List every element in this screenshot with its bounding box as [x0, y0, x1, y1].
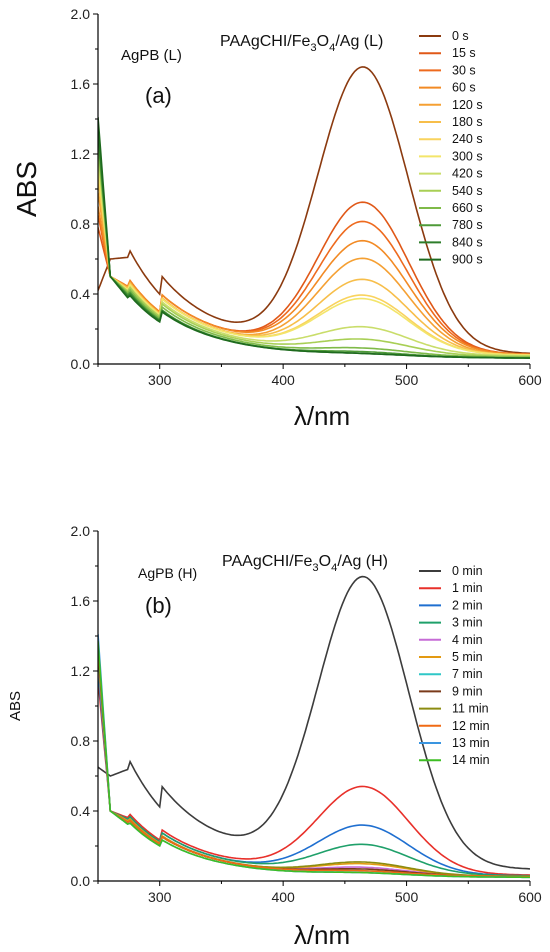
series-line-900-s	[98, 117, 530, 359]
x-tick-label: 400	[271, 889, 295, 905]
x-tick-label: 500	[395, 889, 419, 905]
series-line-300-s	[98, 164, 530, 356]
legend-entry-3-min: 3 min	[452, 616, 483, 630]
y-tick-label: 1.6	[71, 593, 91, 609]
legend-entry-1-min: 1 min	[452, 581, 483, 595]
legend-entry-11-min: 11 min	[452, 702, 489, 716]
y-tick-label: 1.2	[71, 146, 91, 162]
series-line-540-s	[98, 150, 530, 358]
legend-entry-180-s: 180 s	[452, 115, 483, 129]
x-tick-label: 300	[148, 372, 172, 388]
legend-entry-0-s: 0 s	[452, 29, 469, 43]
x-axis-label: λ/nm	[294, 401, 350, 431]
panel-label: (a)	[145, 83, 172, 108]
legend: 0 min 1 min 2 min 3 min 4 min 5 min 7 min 9 min…	[419, 564, 490, 767]
panel-a: 300 400 500 600 0.0 0.4 0.8 1.2 1.6 2.0 ABS λ/nm AgP…	[11, 6, 542, 431]
legend-entry-13-min: 13 min	[452, 736, 490, 750]
legend-entry-9-min: 9 min	[452, 684, 483, 698]
legend-entry-120-s: 120 s	[452, 98, 483, 112]
y-axis-label: ABS	[11, 161, 42, 217]
x-tick-label: 500	[395, 372, 419, 388]
legend-entry-7-min: 7 min	[452, 667, 483, 681]
legend: 0 s 15 s 30 s 60 s 120 s 180 s 240 s 300 s 420 s…	[419, 29, 483, 267]
y-tick-label: 2.0	[71, 6, 91, 22]
legend-entry-30-s: 30 s	[452, 63, 476, 77]
y-axis-label: ABS	[7, 691, 24, 721]
y-tick-label: 0.0	[71, 356, 91, 372]
y-tick-label: 0.4	[71, 803, 91, 819]
annotation-sample-left: AgPB (L)	[121, 47, 182, 64]
y-tick-label: 0.8	[71, 733, 91, 749]
x-tick-label: 400	[271, 372, 295, 388]
legend-entry-12-min: 12 min	[452, 719, 490, 733]
panel-label: (b)	[145, 593, 172, 618]
series-line-3-min	[98, 663, 530, 877]
y-tick-label: 2.0	[71, 523, 91, 539]
series-lines	[98, 575, 530, 879]
panel-b: 300 400 500 600 0.0 0.4 0.8 1.2 1.6 2.0 ABS λ/nm AgP…	[7, 523, 542, 950]
legend-entry-14-min: 14 min	[452, 753, 490, 767]
legend-entry-240-s: 240 s	[452, 132, 483, 146]
series-line-660-s	[98, 143, 530, 359]
x-tick-label: 300	[148, 889, 172, 905]
legend-entry-540-s: 540 s	[452, 184, 483, 198]
legend-entry-300-s: 300 s	[452, 149, 483, 163]
y-tick-label: 0.4	[71, 286, 91, 302]
series-line-0-min	[98, 575, 530, 870]
legend-entry-420-s: 420 s	[452, 167, 483, 181]
legend-entry-2-min: 2 min	[452, 598, 483, 612]
y-tick-label: 1.2	[71, 663, 91, 679]
legend-entry-60-s: 60 s	[452, 81, 476, 95]
series-line-12-min	[98, 644, 530, 878]
series-line-420-s	[98, 157, 530, 357]
legend-entry-660-s: 660 s	[452, 201, 483, 215]
legend-entry-4-min: 4 min	[452, 633, 483, 647]
series-line-60-s	[98, 206, 530, 356]
series-line-1-min	[98, 679, 530, 876]
annotation-sample-left: AgPB (H)	[138, 565, 197, 581]
legend-entry-5-min: 5 min	[452, 650, 483, 664]
annotation-sample-top: PAAgCHI/Fe3O4/Ag (L)	[220, 33, 383, 54]
legend-entry-780-s: 780 s	[452, 218, 483, 232]
y-tick-label: 0.8	[71, 216, 91, 232]
y-tick-label: 1.6	[71, 76, 91, 92]
x-tick-label: 600	[518, 889, 542, 905]
legend-entry-840-s: 840 s	[452, 235, 483, 249]
legend-entry-0-min: 0 min	[452, 564, 483, 578]
series-line-14-min	[98, 641, 530, 879]
x-axis-label: λ/nm	[294, 920, 350, 950]
y-tick-label: 0.0	[71, 873, 91, 889]
x-tick-label: 600	[518, 372, 542, 388]
series-lines	[98, 66, 530, 359]
legend-entry-15-s: 15 s	[452, 46, 476, 60]
annotation-sample-top: PAAgCHI/Fe3O4/Ag (H)	[222, 553, 388, 574]
series-line-0-s	[98, 66, 530, 355]
legend-entry-900-s: 900 s	[452, 253, 483, 267]
